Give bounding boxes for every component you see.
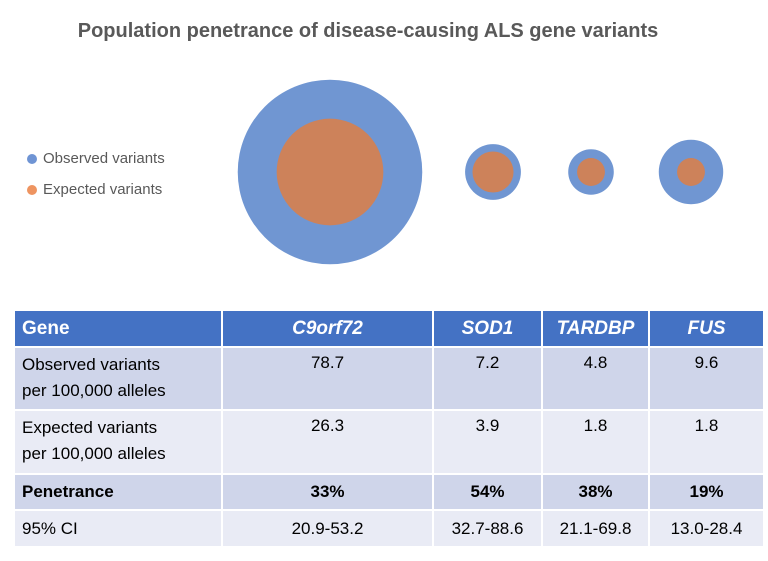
label-line: per 100,000 alleles [22,444,166,463]
cell: 21.1-69.8 [541,509,650,548]
cell: 7.2 [432,346,543,411]
label-line: per 100,000 alleles [22,381,166,400]
table-row: Observed variants per 100,000 alleles 78.… [13,346,765,411]
expected-bubble-tardbp [577,158,605,186]
row-label: 95% CI [13,509,223,548]
expected-dot-icon [27,184,37,195]
expected-bubble-fus [677,158,705,186]
cell: 26.3 [221,409,434,475]
observed-dot-icon [27,153,37,164]
table-header-row: Gene C9orf72 SOD1 TARDBP FUS [13,309,765,348]
header-gene: Gene [13,309,223,348]
expected-bubble-c9orf72 [276,118,384,226]
penetrance-table: Gene C9orf72 SOD1 TARDBP FUS Observed va… [13,309,765,548]
cell: 20.9-53.2 [221,509,434,548]
bubble-chart [237,79,724,265]
cell: 3.9 [432,409,543,475]
cell: 9.6 [648,346,765,411]
cell: 19% [648,473,765,511]
cell: 78.7 [221,346,434,411]
legend-observed: Observed variants [27,150,165,167]
label-line: Observed variants [22,355,160,374]
table-row: Expected variants per 100,000 alleles 26.… [13,409,765,475]
legend-label: Observed variants [43,150,165,167]
header-sod1: SOD1 [432,309,543,348]
cell: 33% [221,473,434,511]
expected-bubble-sod1 [472,151,514,193]
cell: 4.8 [541,346,650,411]
header-c9orf72: C9orf72 [221,309,434,348]
row-label: Penetrance [13,473,223,511]
table-row: 95% CI 20.9-53.2 32.7-88.6 21.1-69.8 13.… [13,509,765,548]
cell: 54% [432,473,543,511]
legend-label: Expected variants [43,181,163,198]
cell: 1.8 [648,409,765,475]
row-label: Expected variants per 100,000 alleles [13,409,223,475]
legend-expected: Expected variants [27,181,162,198]
cell: 32.7-88.6 [432,509,543,548]
header-tardbp: TARDBP [541,309,650,348]
table-row: Penetrance 33% 54% 38% 19% [13,473,765,511]
header-fus: FUS [648,309,765,348]
chart-title: Population penetrance of disease-causing… [77,20,659,42]
label-line: Expected variants [22,418,158,437]
cell: 38% [541,473,650,511]
row-label: Observed variants per 100,000 alleles [13,346,223,411]
cell: 1.8 [541,409,650,475]
cell: 13.0-28.4 [648,509,765,548]
